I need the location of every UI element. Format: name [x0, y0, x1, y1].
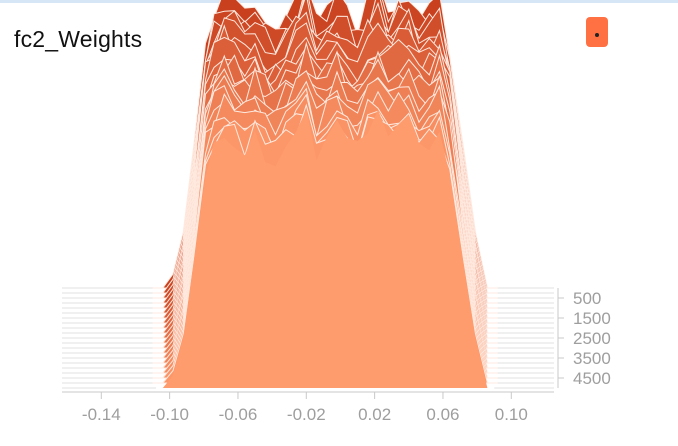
step-tick-label: 500: [573, 289, 601, 308]
x-tick-label: -0.06: [219, 405, 258, 424]
step-tick-label: 2500: [573, 329, 611, 348]
histogram-slice: [152, 109, 498, 388]
x-tick-label: -0.10: [150, 405, 189, 424]
x-tick-label: 0.02: [358, 405, 391, 424]
x-tick-label: -0.02: [287, 405, 326, 424]
histogram-slices: [152, 0, 498, 388]
step-tick-label: 4500: [573, 369, 611, 388]
expand-dot-icon: [595, 33, 599, 37]
step-tick-label: 3500: [573, 349, 611, 368]
x-tick-label: -0.14: [82, 405, 121, 424]
x-tick-label: 0.06: [426, 405, 459, 424]
chart-title: fc2_Weights: [14, 26, 143, 52]
x-tick-label: 0.10: [495, 405, 528, 424]
x-axis: -0.14 -0.10 -0.06 -0.02 0.02 0.06 0.10: [62, 391, 554, 424]
offset-ghost-lines: [62, 287, 554, 389]
step-tick-label: 1500: [573, 309, 611, 328]
expand-button[interactable]: [586, 17, 608, 47]
